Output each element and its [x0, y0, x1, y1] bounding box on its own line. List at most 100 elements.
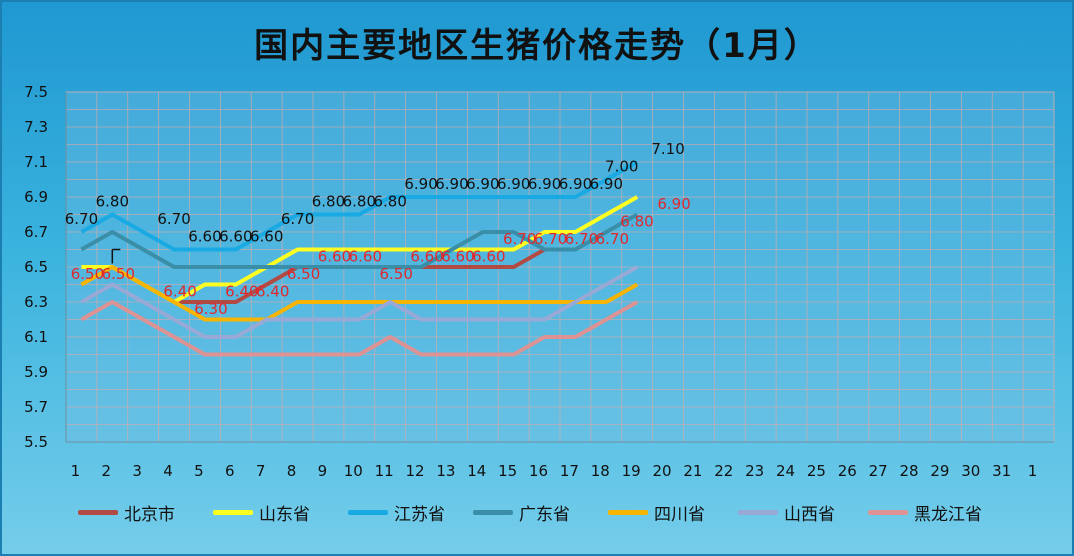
- data-label: 6.90: [466, 175, 499, 193]
- y-tick-label: 5.5: [24, 433, 48, 451]
- data-label: 6.90: [590, 175, 623, 193]
- data-label: 6.50: [379, 265, 412, 283]
- legend-label: 广东省: [519, 505, 570, 525]
- y-tick-label: 5.9: [24, 363, 48, 381]
- legend-item: 山西省: [738, 500, 835, 525]
- data-label: 6.50: [71, 265, 104, 283]
- data-label: 7.10: [651, 140, 684, 158]
- x-tick-label: 11: [375, 462, 394, 480]
- legend-swatch: [348, 510, 388, 515]
- x-tick-label: 31: [992, 462, 1011, 480]
- chart-legend: 北京市 山东省 江苏省 广东省 四川省 山西省 黑龙江省: [78, 500, 1038, 530]
- legend-label: 黑龙江省: [914, 505, 982, 525]
- data-label: 6.80: [343, 193, 376, 211]
- data-label: 6.30: [194, 300, 227, 318]
- x-tick-label: 12: [406, 462, 425, 480]
- data-label: 7.00: [605, 158, 638, 176]
- data-label: 6.90: [528, 175, 561, 193]
- data-label: 6.60: [472, 248, 505, 266]
- series-line-广东省: [80, 212, 639, 269]
- x-tick-label: 4: [163, 462, 173, 480]
- series-line-山西省: [80, 265, 639, 339]
- data-label: 6.90: [404, 175, 437, 193]
- data-label: 6.60: [188, 228, 221, 246]
- data-label: 6.70: [157, 210, 190, 228]
- x-tick-label: 30: [961, 462, 980, 480]
- legend-swatch: [213, 510, 253, 515]
- y-tick-label: 6.3: [24, 293, 48, 311]
- data-label: 6.40: [163, 283, 196, 301]
- data-label: 6.70: [503, 230, 536, 248]
- data-label: 6.90: [435, 175, 468, 193]
- x-tick-label: 17: [560, 462, 579, 480]
- data-label: 6.80: [373, 193, 406, 211]
- y-tick-label: 6.9: [24, 188, 48, 206]
- x-tick-label: 18: [591, 462, 610, 480]
- data-label: 6.90: [559, 175, 592, 193]
- data-label: 6.70: [65, 210, 98, 228]
- legend-swatch: [608, 510, 648, 515]
- legend-label: 北京市: [124, 505, 175, 525]
- legend-label: 山东省: [259, 505, 310, 525]
- series-line-黑龙江省: [80, 300, 639, 357]
- x-tick-label: 8: [287, 462, 297, 480]
- data-label: 6.40: [225, 283, 258, 301]
- x-tick-label: 7: [256, 462, 266, 480]
- data-label: 6.60: [349, 248, 382, 266]
- legend-item: 四川省: [608, 500, 705, 525]
- label-leader-line: [111, 248, 121, 264]
- y-tick-label: 7.3: [24, 118, 48, 136]
- legend-swatch: [473, 510, 513, 515]
- y-tick-label: 6.1: [24, 328, 48, 346]
- data-label: 6.90: [657, 195, 690, 213]
- x-tick-label: 21: [683, 462, 702, 480]
- data-label: 6.60: [250, 228, 283, 246]
- y-tick-label: 7.5: [24, 83, 48, 101]
- x-tick-label: 6: [225, 462, 235, 480]
- x-tick-label: 29: [930, 462, 949, 480]
- y-tick-label: 6.7: [24, 223, 48, 241]
- y-tick-label: 5.7: [24, 398, 48, 416]
- x-tick-label: 3: [132, 462, 142, 480]
- x-tick-label: 5: [194, 462, 204, 480]
- x-tick-label: 25: [807, 462, 826, 480]
- series-line-四川省: [80, 265, 639, 322]
- x-tick-label: 10: [344, 462, 363, 480]
- series-line-江苏省: [80, 160, 639, 252]
- y-tick-label: 6.5: [24, 258, 48, 276]
- x-tick-label: 26: [838, 462, 857, 480]
- data-label: 6.70: [565, 230, 598, 248]
- data-label: 6.60: [441, 248, 474, 266]
- x-tick-label: 14: [467, 462, 486, 480]
- x-tick-label: 19: [622, 462, 641, 480]
- x-tick-label: 16: [529, 462, 548, 480]
- x-tick-label: 28: [900, 462, 919, 480]
- data-label: 6.70: [281, 210, 314, 228]
- legend-item: 黑龙江省: [868, 500, 982, 525]
- x-tick-label: 9: [318, 462, 328, 480]
- legend-label: 江苏省: [394, 505, 445, 525]
- legend-label: 山西省: [784, 505, 835, 525]
- y-tick-label: 7.1: [24, 153, 48, 171]
- legend-item: 山东省: [213, 500, 310, 525]
- data-label: 6.70: [596, 230, 629, 248]
- x-tick-label: 22: [714, 462, 733, 480]
- x-tick-label: 1: [1028, 462, 1038, 480]
- x-tick-label: 1: [71, 462, 81, 480]
- x-tick-label: 20: [653, 462, 672, 480]
- data-label: 6.50: [287, 265, 320, 283]
- chart-title: 国内主要地区生猪价格走势（1月）: [254, 26, 820, 66]
- data-label: 6.60: [219, 228, 252, 246]
- legend-label: 四川省: [654, 505, 705, 525]
- x-tick-label: 13: [436, 462, 455, 480]
- legend-swatch: [738, 510, 778, 515]
- data-label: 6.60: [410, 248, 443, 266]
- x-tick-label: 23: [745, 462, 764, 480]
- x-tick-label: 27: [869, 462, 888, 480]
- legend-item: 北京市: [78, 500, 175, 525]
- legend-swatch: [868, 510, 908, 515]
- data-label: 6.70: [534, 230, 567, 248]
- legend-item: 广东省: [473, 500, 570, 525]
